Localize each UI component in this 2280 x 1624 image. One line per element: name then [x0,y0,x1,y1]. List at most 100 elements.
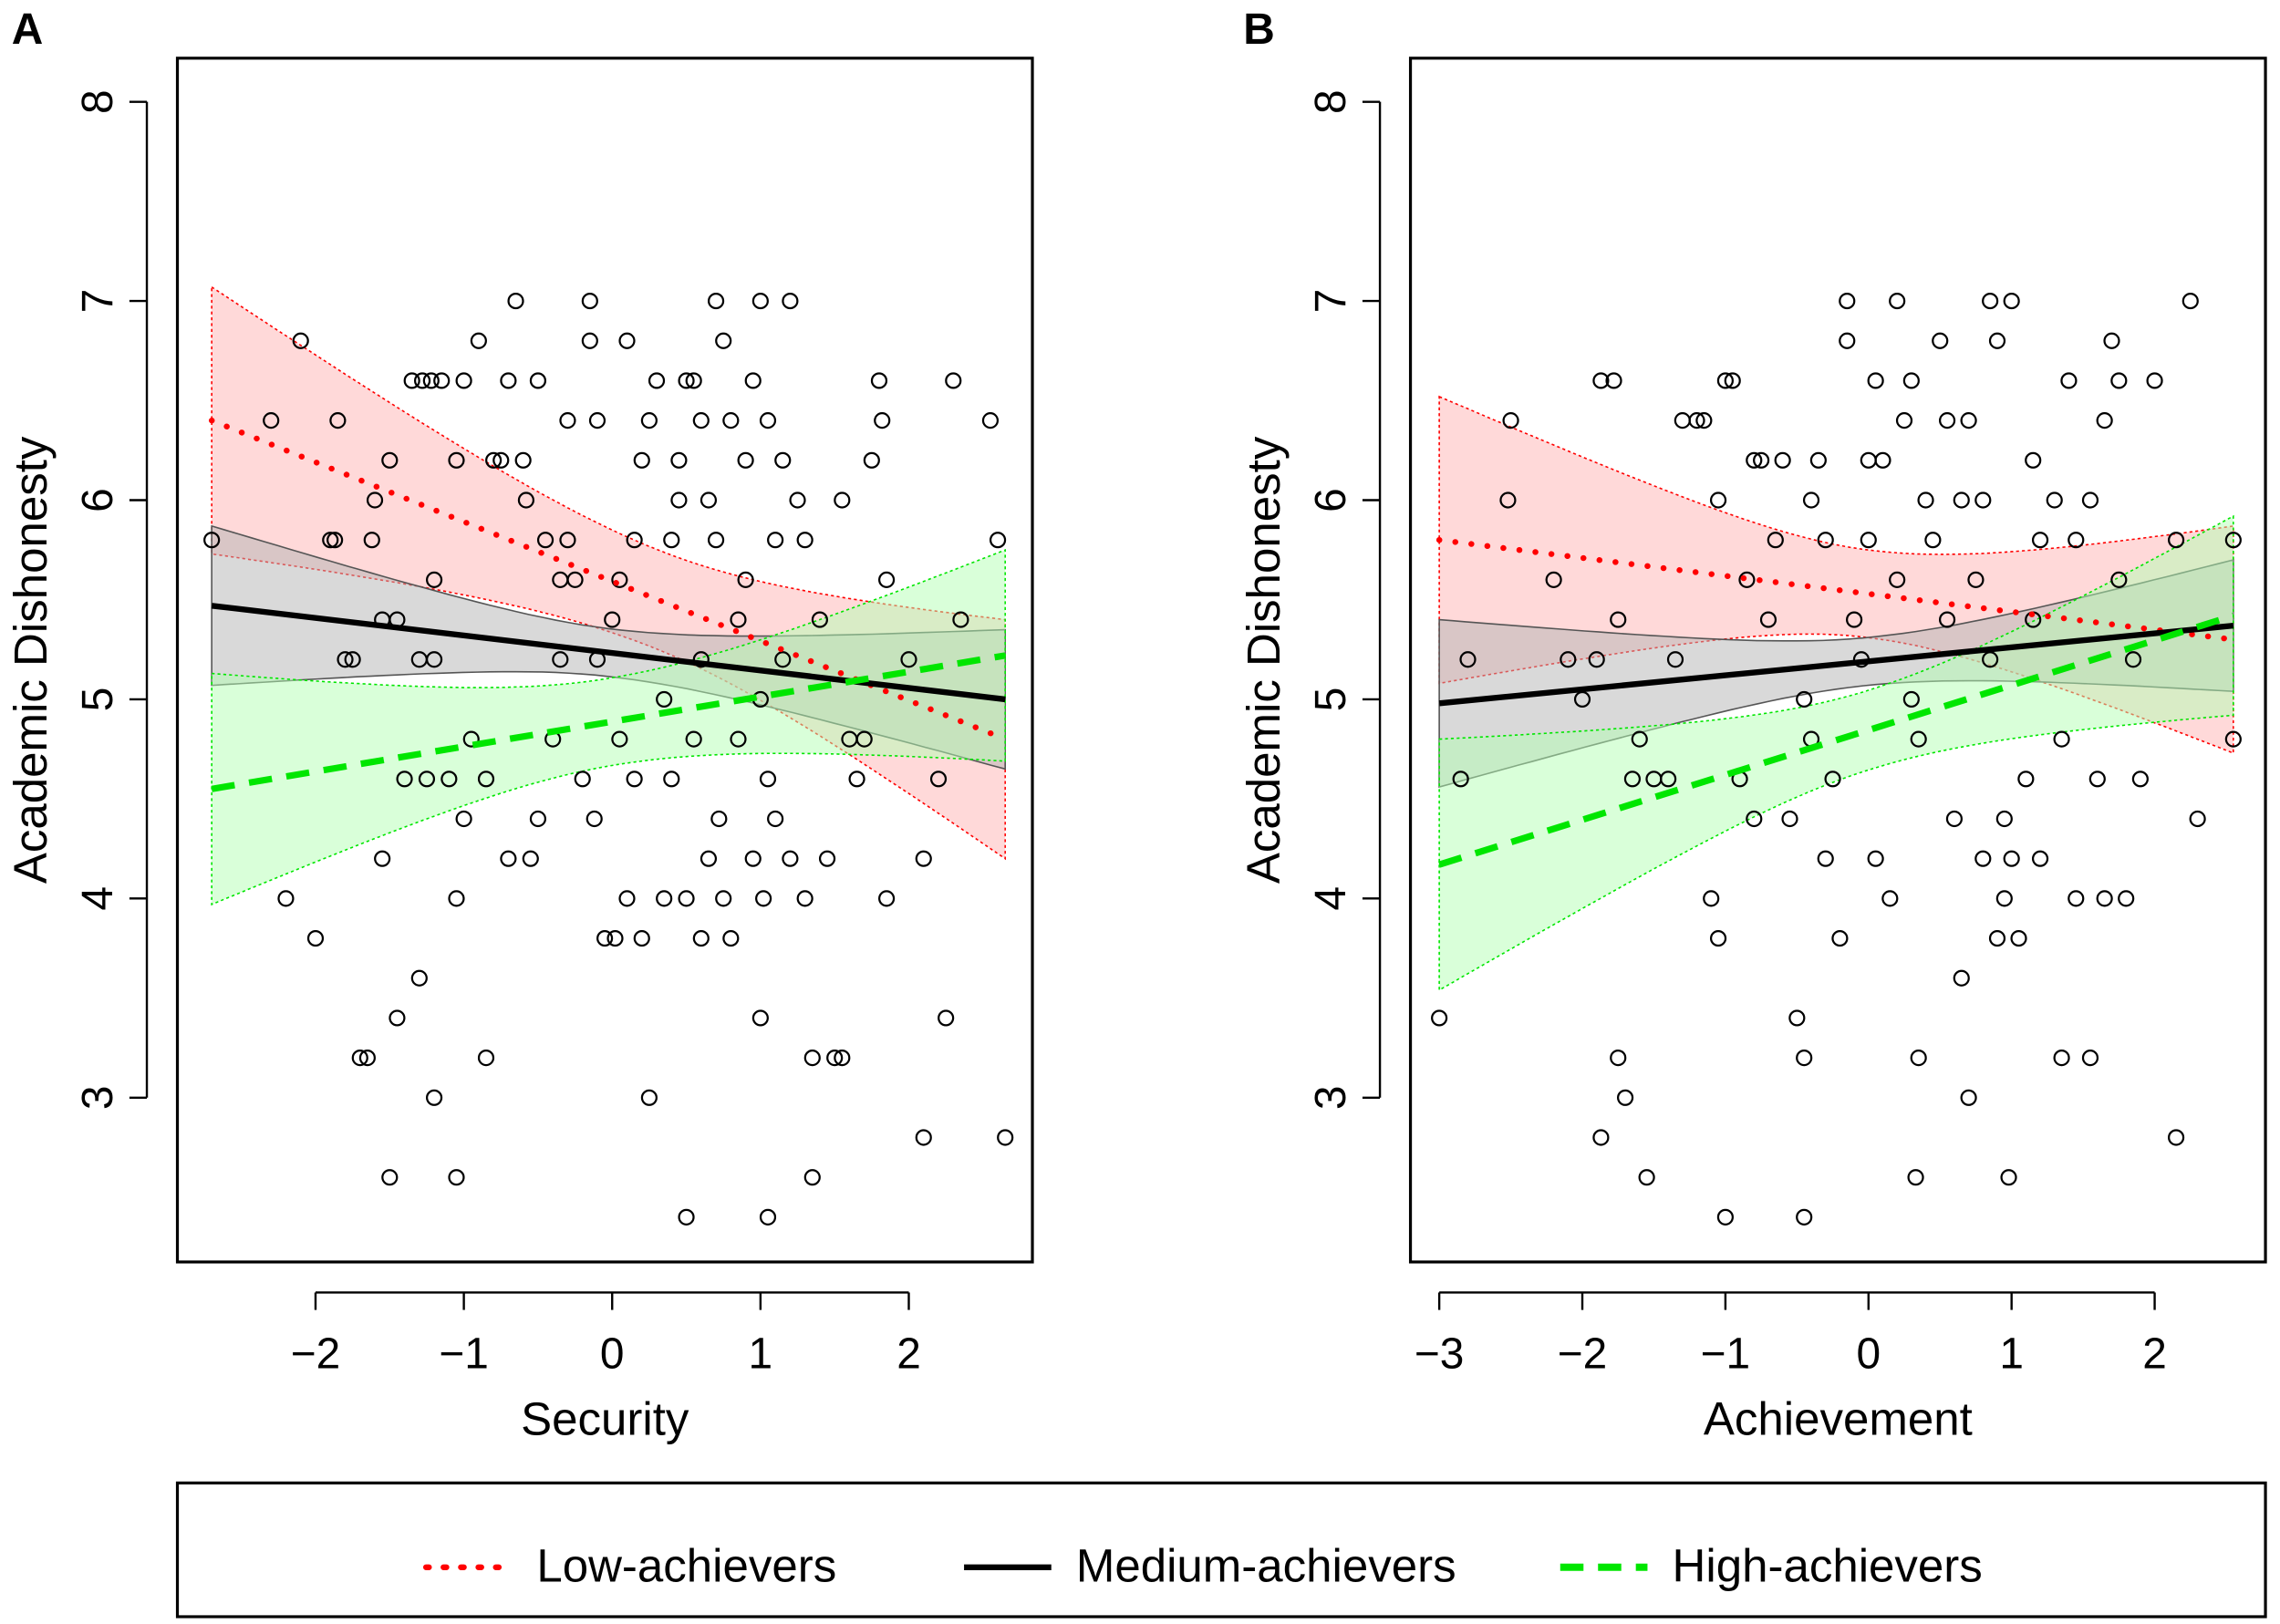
panel-b-data-point [2068,890,2085,907]
panel-a-data-point [938,1009,955,1027]
panel-a-data-point [952,611,969,628]
panel-a-data-point [848,771,865,788]
panel-b-data-point [2046,491,2063,509]
panel-b-data-point [1592,1129,1610,1146]
panel-a-y-tick-label: 5 [74,688,122,712]
panel-a-x-tick-label: −1 [439,1329,489,1378]
panel-b-x-axis-label: Achievement [1704,1393,1973,1445]
panel-a-data-point [374,850,391,867]
panel-a-data-point [796,890,814,907]
panel-b-data-point [1953,491,1970,509]
panel-b-data-point [1703,890,1720,907]
panel-b-data-point [2168,532,2185,549]
panel-a-data-point [737,451,754,469]
panel-b-y-tick-label: 5 [1307,688,1355,712]
panel-a-data-point [685,372,702,389]
panel-b-data-point [2000,1169,2017,1186]
panel-b-data-point [1907,1169,1924,1186]
panel-a-data-point [981,412,1000,429]
panel-a-data-point [782,850,799,867]
panel-a-data-point [915,850,932,867]
panel-b-data-point [1774,451,1791,469]
panel-a-data-point [514,451,532,469]
panel-b-data-point [1995,890,2013,907]
panel-a-data-point [737,571,754,588]
panel-b-data-point [1796,690,1813,709]
panel-b-data-point [1592,372,1610,389]
panel-b-data-point [1746,810,1763,828]
panel-a-data-point [834,1050,851,1067]
panel-a-data-point [433,372,451,389]
panel-b-data-point [1709,491,1727,509]
panel-b-data-point [1881,890,1899,907]
panel-a-data-point [640,1089,658,1106]
panel-b-data-point [2096,890,2113,907]
panel-a-data-point [759,1208,777,1226]
panel-a-data-point [566,571,584,588]
panel-a-data-point [611,571,628,588]
panel-a-data-point [744,850,762,867]
panel-a-data-point [730,611,747,628]
panel-b-data-point [1895,412,1913,429]
panel-b-x-tick-label: 1 [1999,1329,2024,1378]
panel-b-data-point [2010,929,2027,947]
panel-a-data-point [633,929,650,947]
panel-a-data-point [796,532,814,549]
panel-b-data-point [1817,532,1834,549]
panel-b-data-point [1781,810,1798,828]
panel-a-data-point [663,771,680,788]
panel-a-data-point [611,730,628,748]
panel-a-data-point [782,292,799,310]
panel-b-x-tick-label: −1 [1701,1329,1751,1378]
panel-a-data-point [344,651,361,668]
panel-a-data-point [692,412,710,429]
panel-a-data-point [751,1009,769,1027]
panel-b-data-point [1502,412,1519,429]
panel-b-data-point [2168,1129,2185,1146]
panel-a-data-point [640,412,658,429]
panel-b-y-tick-label: 8 [1307,89,1355,114]
panel-b-data-point [1902,690,1920,709]
panel-b-data-point [2146,372,2163,389]
panel-a-data-point [596,929,614,947]
panel-b-data-point [2031,532,2049,549]
panel-a-data-point [618,332,636,349]
panel-b-data-point [2068,532,2085,549]
legend-label-medium: Medium-achievers [1076,1540,1456,1592]
panel-a-data-point [477,771,495,788]
panel-b-data-point [1499,491,1517,509]
panel-a-data-point [707,532,725,549]
panel-a-data-point [870,372,888,389]
panel-b-data-point [1846,611,1863,628]
panel-b-line-high-achievers [1438,612,2234,868]
panel-b-data-point [1666,651,1684,668]
panel-b-data-point [1452,771,1469,788]
panel-a-data-point [507,292,524,310]
panel-b-data-point [2053,730,2070,748]
panel-a-data-point [326,532,344,549]
panel-a-data-point [755,890,772,907]
panel-b-data-point [1953,969,1970,987]
panel-a-data-point [529,372,547,389]
panel-b-data-point [2131,771,2149,788]
panel-a-line-high-achievers [211,652,1006,792]
panel-a-data-point [722,929,740,947]
panel-b-data-point [1623,771,1642,788]
panel-b-x-tick-label: −3 [1415,1329,1465,1378]
panel-b-data-point [2081,491,2099,509]
panel-a-data-point [626,532,643,549]
panel-a-x-tick-label: 1 [749,1329,773,1378]
panel-a-data-point [329,412,347,429]
panel-b-data-point [1902,372,1920,389]
panel-b-data-point [1802,491,1820,509]
panel-a-data-point [492,451,510,469]
panel-a-data-point [863,451,880,469]
panel-a-data-point [759,771,777,788]
panel-b-data-point [2003,850,2020,867]
panel-a-data-point [277,890,295,907]
panel-b-data-point [2017,771,2035,788]
panel-a-data-point [670,491,688,509]
panel-a-data-point [485,451,503,469]
panel-a-data-point [900,651,917,668]
panel-b-data-point [1616,1089,1634,1106]
